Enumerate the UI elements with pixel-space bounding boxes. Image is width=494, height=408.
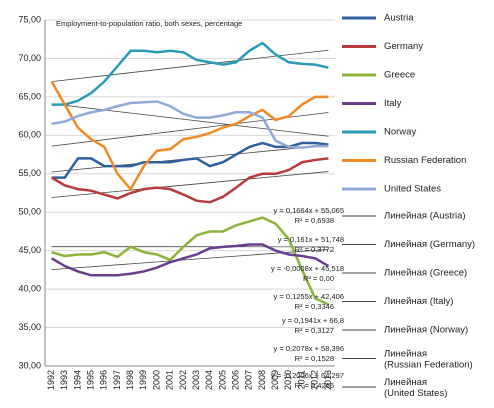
legend-label: Линейная (Austria): [384, 211, 466, 222]
legend-label: Линейная (Germany): [384, 239, 475, 250]
y-tick-label: 35,00: [18, 322, 41, 332]
legend-label: Линейная (Russian Federation): [384, 348, 473, 370]
legend-label: Italy: [384, 98, 402, 109]
legend-label: Линейная (Italy): [384, 296, 453, 307]
y-tick-label: 45,00: [18, 245, 41, 255]
trend-equation: y = -0,2006x + 64,297: [271, 371, 344, 380]
trend-equation: y = 0,1941x + 66,8: [282, 316, 344, 325]
x-tick-label: 2005: [217, 370, 227, 390]
x-tick-label: 1997: [112, 370, 122, 390]
y-tick-label: 65,00: [18, 91, 41, 101]
x-tick-label: 2000: [151, 370, 161, 390]
legend-label: Germany: [384, 41, 423, 52]
series-line: [50, 157, 329, 204]
x-tick-label: 2001: [165, 370, 175, 390]
x-tick-label: 2010: [283, 370, 293, 390]
legend-label: Линейная (Norway): [384, 325, 468, 336]
legend-label: Russian Federation: [384, 155, 466, 166]
trend-equation: y = 0,1255x + 42,406: [274, 292, 344, 301]
trend-line: [51, 171, 329, 198]
y-tick-label: 75,00: [18, 14, 41, 24]
x-tick-label: 2006: [231, 370, 241, 390]
y-tick-label: 70,00: [18, 53, 41, 63]
trend-r2: R² = 0,3127: [295, 326, 334, 335]
legend-label: Линейная (United States): [384, 377, 447, 399]
legend-label: Austria: [384, 13, 414, 24]
trend-line: [51, 49, 329, 82]
trend-r2: R² = 0,3346: [295, 302, 334, 311]
x-tick-label: 1998: [125, 370, 135, 390]
x-tick-label: 1993: [59, 370, 69, 390]
legend-label: United States: [384, 184, 441, 195]
y-tick-label: 50,00: [18, 207, 41, 217]
trend-r2: R² = 0,00: [303, 274, 334, 283]
x-tick-label: 2008: [257, 370, 267, 390]
x-tick-label: 1999: [138, 370, 148, 390]
x-tick-label: 2004: [204, 370, 214, 390]
y-tick-label: 60,00: [18, 130, 41, 140]
legend-label: Линейная (Greece): [384, 268, 467, 279]
x-tick-label: 1994: [72, 370, 82, 390]
x-tick-label: 1996: [99, 370, 109, 390]
trend-r2: R² = 0,1528: [295, 354, 334, 363]
trend-r2: R² = 0,3772: [295, 245, 334, 254]
trend-equation: y = 0,161x + 51,748: [278, 235, 344, 244]
x-tick-label: 2011: [296, 370, 306, 389]
y-tick-label: 55,00: [18, 168, 41, 178]
x-tick-label: 2013: [323, 370, 333, 390]
x-tick-label: 2009: [270, 370, 280, 390]
x-tick-label: 2007: [244, 370, 254, 390]
series-line: [51, 216, 329, 306]
x-tick-label: 2012: [310, 370, 320, 390]
trend-equation: y = -0,0008x + 45,518: [271, 264, 344, 273]
trend-r2: R² = 0,6938: [295, 216, 334, 225]
x-tick-label: 2003: [191, 370, 201, 390]
series-line: [50, 80, 329, 192]
legend-label: Norway: [384, 127, 416, 138]
series-line: [51, 41, 329, 106]
legend-label: Greece: [384, 70, 415, 81]
x-tick-label: 1992: [46, 370, 56, 390]
series-line: [51, 141, 329, 179]
chart-title: Employment-to-population ratio, both sex…: [56, 19, 242, 28]
trend-equation: y = 0,2078x + 58,396: [274, 344, 344, 353]
x-tick-label: 2002: [178, 370, 188, 390]
series-line: [51, 100, 329, 149]
trend-r2: R² = 0,4266: [295, 381, 334, 390]
trend-line: [51, 103, 329, 137]
series-line: [50, 243, 330, 277]
y-tick-label: 40,00: [18, 283, 41, 293]
y-tick-label: 30,00: [18, 360, 41, 370]
x-tick-label: 1995: [86, 370, 96, 390]
trend-equation: y = 0,1664x + 55,065: [274, 206, 344, 215]
